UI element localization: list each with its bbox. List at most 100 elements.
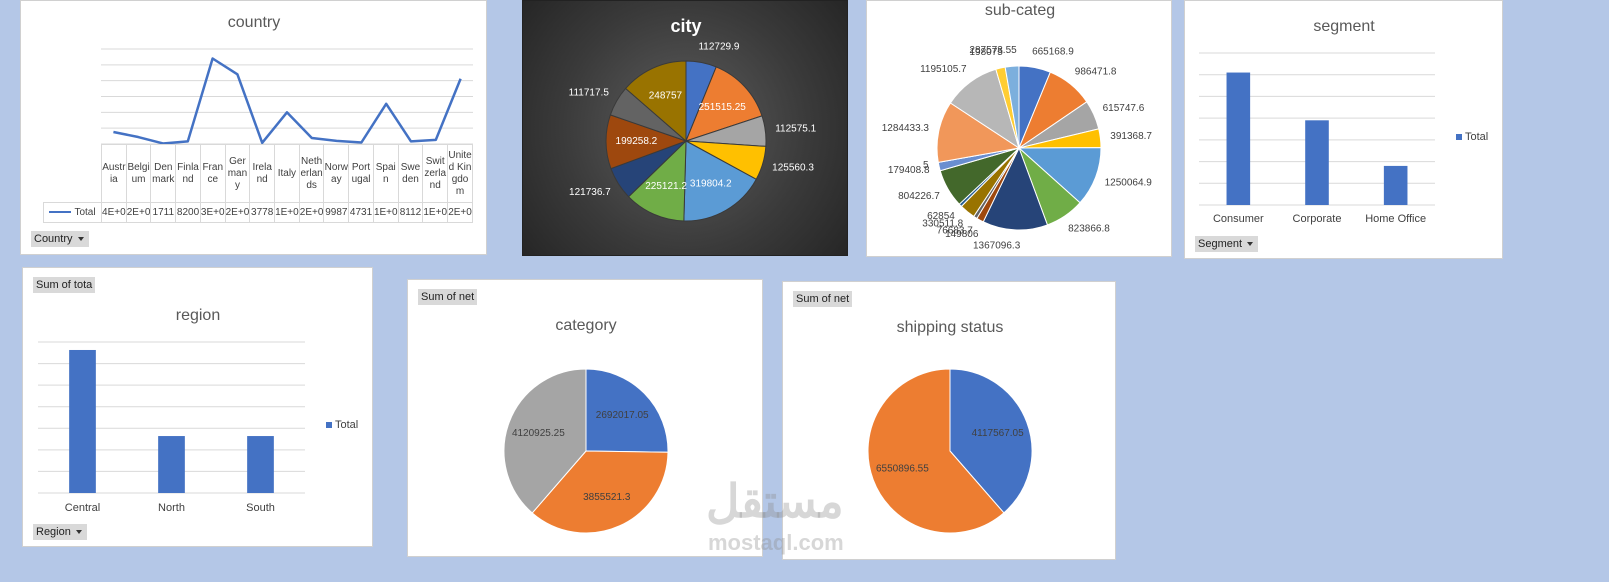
category-row: Austria Belgium Denmark Finland France German… [44, 144, 473, 203]
pie-slice [531, 450, 669, 534]
chart: region Central North South Total [38, 307, 358, 514]
data-label: 8112 [397, 202, 424, 223]
legend-cell: Total [43, 202, 102, 223]
chart-panel: sub-categ 665168.9 986471.8 615747.6 391368.… [866, 0, 1172, 257]
data-label: 1367096.3 [973, 241, 1021, 252]
chart-title: shipping status [897, 319, 1004, 336]
x-tick-label: Denmark [150, 144, 177, 203]
chart-panel: shipping status 4117567.05 6550896.55 Sum o… [782, 281, 1116, 560]
data-label: 111717.5 [569, 88, 610, 99]
data-label: 225121.2 [645, 181, 687, 192]
blank-cell [44, 145, 102, 203]
chart-panel: segment Consumer Corporate Home Office Total… [1184, 0, 1503, 259]
data-label: 1E+0 [422, 202, 449, 223]
data-label: 2692017.05 [596, 410, 649, 421]
data-label: 3778 [249, 202, 276, 223]
x-tick-label: North [158, 502, 185, 514]
chart: country [101, 14, 473, 145]
line-series [113, 57, 462, 145]
data-label: 1711 [150, 202, 177, 223]
x-tick-label: Corporate [1293, 213, 1342, 225]
data-label: 76683.7 [937, 226, 974, 237]
x-tick-label: Austria [101, 144, 127, 203]
data-label: 179408.8 [888, 165, 930, 176]
x-tick-label: Switzerland [422, 144, 449, 203]
pie-slice [949, 368, 1033, 514]
data-label: 9987 [323, 202, 350, 223]
data-label: 62854 [927, 211, 955, 222]
data-label: 287573.55 [969, 45, 1017, 56]
data-label: 3E+0 [199, 202, 226, 223]
chart: category 2692017.05 3855521.3 4120925.25 [503, 317, 669, 534]
data-label: 112729.9 [698, 41, 739, 52]
x-tick-label: Sweden [397, 144, 424, 203]
chart-title: segment [1313, 18, 1375, 35]
data-label: 4731 [348, 202, 374, 223]
data-label: 1E+0 [274, 202, 300, 223]
field-button: Sum of net [418, 289, 478, 305]
data-label: 149806 [945, 229, 979, 240]
pie-slice [936, 102, 1021, 163]
x-tick-label: South [246, 502, 275, 514]
data-label: 615747.6 [1103, 103, 1145, 114]
legend-key [1456, 134, 1462, 140]
data-label: 823866.8 [1068, 224, 1110, 235]
data-label: 1E+0 [372, 202, 399, 223]
data-label: 986471.8 [1075, 67, 1117, 78]
pie-slice [982, 146, 1049, 231]
chart-panel: region Central North South Total Sum of tota R… [22, 267, 373, 547]
x-tick-label: United Kingdom [447, 144, 473, 203]
data-label: 251515.25 [699, 102, 747, 113]
filter-button[interactable]: Segment [1195, 236, 1259, 252]
chart-title: city [670, 16, 701, 36]
legend-label: Total [74, 206, 96, 218]
legend-label: Total [1465, 131, 1488, 143]
data-label: 199258.2 [616, 136, 658, 147]
x-tick-label: Spain [372, 144, 399, 203]
pie-slice [685, 66, 763, 142]
data-label: 125560.3 [772, 162, 814, 173]
data-label: 2E+0 [447, 202, 473, 223]
data-label: 121736.7 [569, 187, 611, 198]
legend-key [326, 422, 332, 428]
bar [247, 436, 274, 493]
data-label: 4117567.05 [972, 428, 1025, 439]
field-button: Sum of tota [33, 277, 96, 293]
legend-label: Total [335, 419, 358, 431]
data-label: 1250064.9 [1105, 177, 1153, 188]
data-label: 804226.7 [898, 191, 940, 202]
data-label: 248757 [649, 91, 683, 102]
x-tick-label: France [199, 144, 226, 203]
filter-button[interactable]: Region [33, 524, 87, 540]
pie-slice [585, 368, 669, 453]
data-label: 2E+0 [298, 202, 325, 223]
chart-title: sub-categ [985, 2, 1055, 19]
data-label: 3855521.3 [583, 492, 631, 503]
bar [1305, 120, 1329, 205]
data-label: 1284433.3 [882, 123, 930, 134]
chart-title: region [176, 307, 220, 324]
data-label: 1195105.7 [920, 64, 967, 75]
pie-slice [683, 140, 757, 222]
data-label: 6550896.55 [876, 463, 929, 474]
data-label: 330511.8 [922, 219, 963, 230]
field-button: Sum of net [793, 291, 853, 307]
chart-title: country [228, 14, 280, 31]
chart-panel: category 2692017.05 3855521.3 4120925.25 Sum… [407, 279, 763, 557]
data-label: 4E+0 [101, 202, 127, 223]
filter-button[interactable]: Country [31, 231, 89, 247]
data-label: 665168.9 [1032, 47, 1074, 58]
data-label: 8200 [175, 202, 201, 223]
x-tick-label: Ireland [249, 144, 276, 203]
chart: segment Consumer Corporate Home Office Total [1199, 18, 1488, 225]
data-label: 4120925.25 [512, 428, 565, 439]
bar [1383, 165, 1408, 205]
data-label: 2E+0 [125, 202, 152, 223]
pie-slice [624, 60, 687, 143]
watermark-latin: mostaql.com [708, 530, 844, 555]
x-tick-label: Norway [323, 144, 350, 203]
x-tick-label: Germany [224, 144, 251, 203]
chart-panel: city 112729.9 251515.25 112575.1 125560.3 319… [522, 0, 848, 256]
pie-slice [1004, 65, 1020, 149]
